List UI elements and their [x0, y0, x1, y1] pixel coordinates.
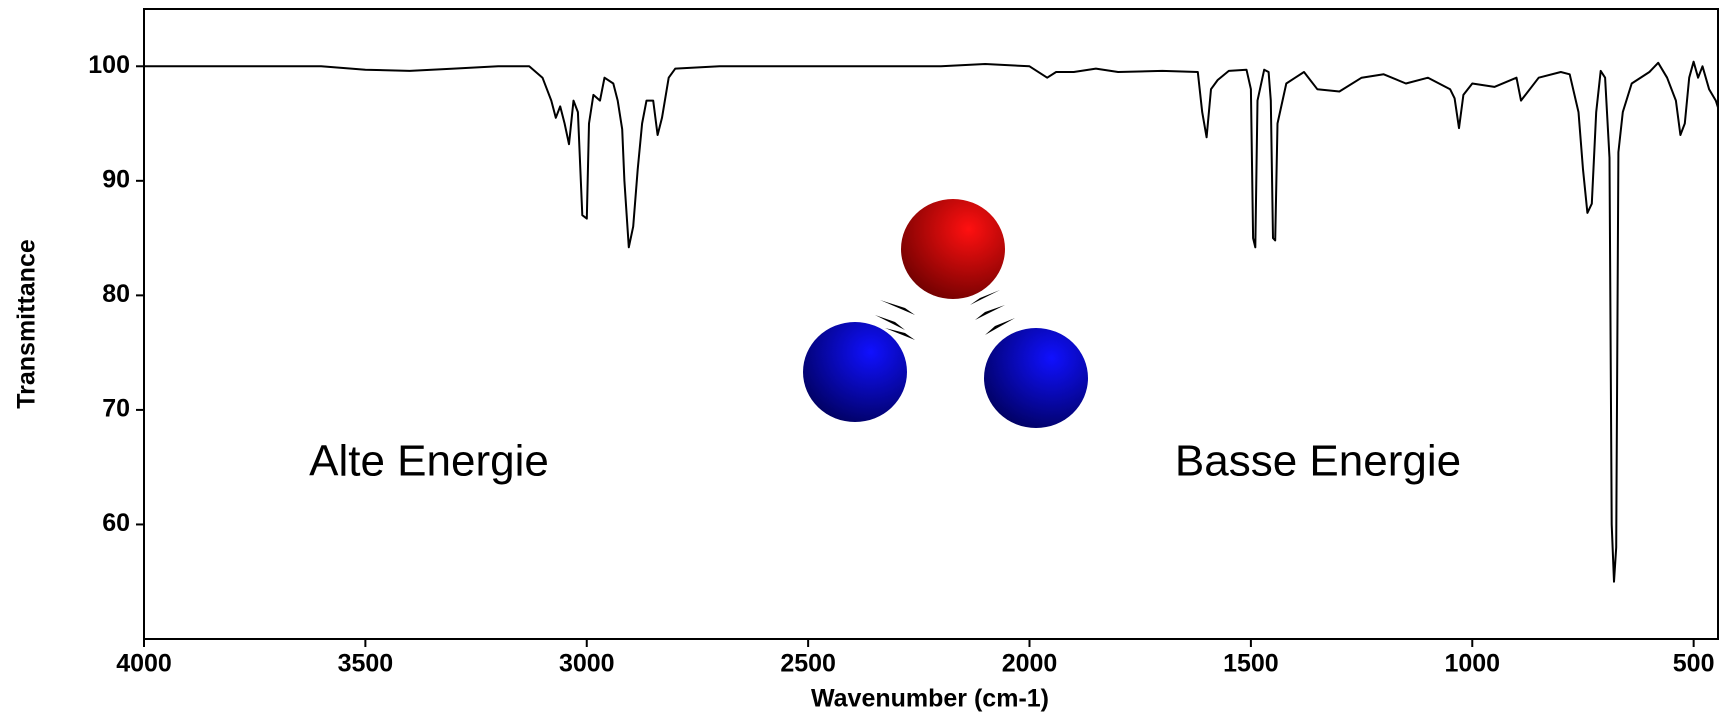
x-tick-label: 1000 — [1444, 650, 1500, 678]
x-tick-label: 2500 — [780, 650, 836, 678]
y-axis-label: Transmittance — [13, 239, 41, 409]
x-axis-label: Wavenumber (cm-1) — [811, 685, 1049, 713]
x-tick-label: 1500 — [1223, 650, 1279, 678]
y-tick-label: 70 — [102, 395, 130, 423]
y-tick-label: 90 — [102, 165, 130, 193]
y-tick-label: 100 — [88, 51, 130, 79]
y-tick-label: 80 — [102, 280, 130, 308]
annotation: Basse Energie — [1175, 437, 1461, 486]
spectrum-line — [144, 60, 1719, 583]
molecule — [803, 199, 1088, 428]
x-tick-label: 500 — [1673, 650, 1715, 678]
y-tick-label: 60 — [102, 509, 130, 537]
x-tick-label: 3000 — [559, 650, 615, 678]
plot-frame — [143, 8, 1719, 640]
annotation: Alte Energie — [309, 437, 549, 486]
x-tick-label: 2000 — [1002, 650, 1058, 678]
x-tick-label: 3500 — [338, 650, 394, 678]
x-tick-label: 4000 — [116, 650, 172, 678]
